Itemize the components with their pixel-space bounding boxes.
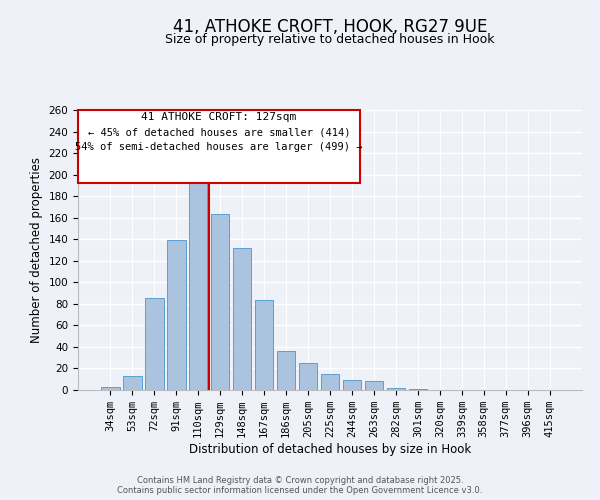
Bar xyxy=(101,387,119,390)
Text: Contains HM Land Registry data © Crown copyright and database right 2025.
Contai: Contains HM Land Registry data © Crown c… xyxy=(118,476,482,495)
Text: ← 45% of detached houses are smaller (414): ← 45% of detached houses are smaller (41… xyxy=(88,128,350,138)
Text: 41, ATHOKE CROFT, HOOK, RG27 9UE: 41, ATHOKE CROFT, HOOK, RG27 9UE xyxy=(173,18,487,36)
Bar xyxy=(123,376,142,390)
Bar xyxy=(299,363,317,390)
Bar xyxy=(189,164,208,390)
Bar xyxy=(211,214,229,390)
Bar xyxy=(320,374,340,390)
Bar xyxy=(145,298,164,390)
Bar xyxy=(343,380,361,390)
Text: 54% of semi-detached houses are larger (499) →: 54% of semi-detached houses are larger (… xyxy=(75,142,363,152)
X-axis label: Distribution of detached houses by size in Hook: Distribution of detached houses by size … xyxy=(189,443,471,456)
Bar xyxy=(409,389,427,390)
Bar xyxy=(233,248,251,390)
Bar xyxy=(277,351,295,390)
Y-axis label: Number of detached properties: Number of detached properties xyxy=(30,157,43,343)
Text: 41 ATHOKE CROFT: 127sqm: 41 ATHOKE CROFT: 127sqm xyxy=(142,112,296,122)
Bar xyxy=(255,300,274,390)
Text: Size of property relative to detached houses in Hook: Size of property relative to detached ho… xyxy=(165,32,495,46)
Bar xyxy=(365,382,383,390)
Bar xyxy=(386,388,405,390)
Bar xyxy=(167,240,185,390)
